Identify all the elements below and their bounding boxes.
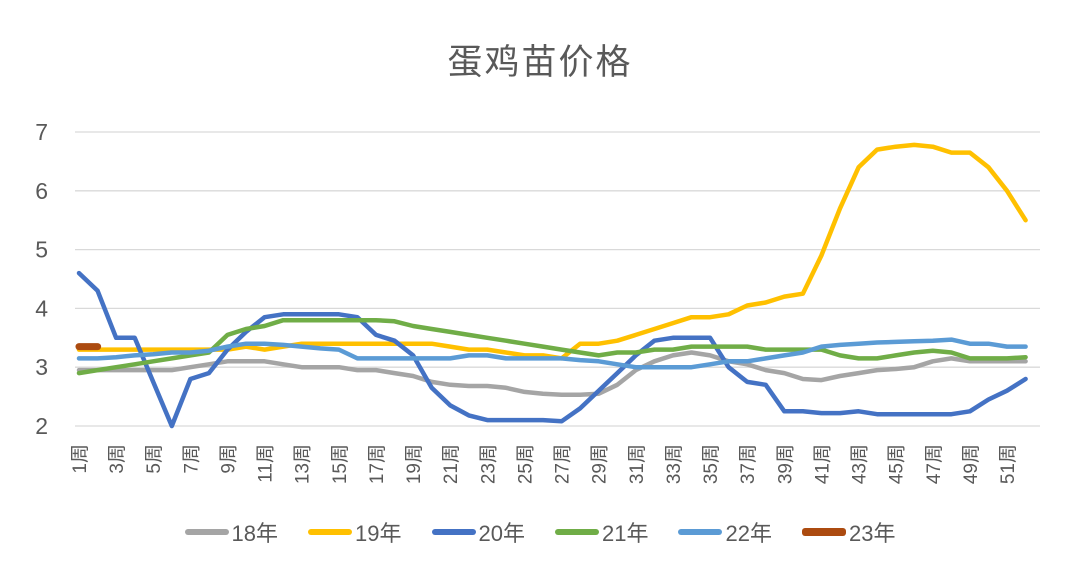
x-axis-tick: 37周 bbox=[738, 444, 759, 484]
legend-item-22年: 22年 bbox=[678, 516, 772, 548]
legend-swatch-21年 bbox=[555, 529, 599, 535]
x-axis-tick: 51周 bbox=[998, 444, 1019, 484]
legend: 18年 19年 20年 21年 22年 23年 bbox=[0, 508, 1080, 556]
series-line-22年 bbox=[76, 337, 1028, 370]
legend-label: 23年 bbox=[848, 521, 896, 546]
y-axis-tick: 4 bbox=[35, 295, 48, 321]
x-axis-tick: 39周 bbox=[775, 444, 796, 484]
x-axis-tick: 43周 bbox=[850, 444, 871, 484]
legend-label: 22年 bbox=[725, 521, 772, 546]
legend-item-21年: 21年 bbox=[555, 516, 648, 548]
x-axis-tick: 45周 bbox=[887, 444, 908, 484]
x-axis-tick: 47周 bbox=[924, 444, 945, 484]
x-axis-tick: 19周 bbox=[404, 444, 425, 484]
x-axis-tick: 33周 bbox=[664, 444, 685, 484]
y-axis-tick: 2 bbox=[35, 413, 48, 439]
x-axis-tick: 17周 bbox=[367, 444, 388, 484]
legend-swatch-23年 bbox=[801, 528, 846, 536]
legend-item-20年: 20年 bbox=[431, 516, 525, 548]
series-line-21年 bbox=[76, 317, 1028, 376]
legend-swatch-18年 bbox=[184, 529, 229, 535]
series-line-19年 bbox=[76, 142, 1028, 361]
legend-label: 19年 bbox=[355, 521, 402, 546]
x-axis-tick: 5周 bbox=[144, 444, 165, 474]
x-axis-tick: 3周 bbox=[107, 444, 128, 474]
x-axis-tick: 29周 bbox=[590, 444, 611, 484]
legend-swatch-19年 bbox=[308, 529, 353, 535]
x-axis-tick: 23周 bbox=[478, 444, 499, 484]
x-axis-tick: 25周 bbox=[515, 444, 536, 484]
legend-item-18年: 18年 bbox=[184, 516, 279, 548]
x-axis-tick: 1周 bbox=[70, 444, 91, 474]
y-axis-tick: 7 bbox=[35, 119, 48, 145]
x-axis-tick: 27周 bbox=[553, 444, 574, 484]
x-axis-tick: 31周 bbox=[627, 444, 648, 484]
legend-label: 21年 bbox=[602, 521, 649, 546]
series-line-18年 bbox=[76, 350, 1028, 398]
x-axis-tick: 41周 bbox=[812, 444, 833, 484]
legend-swatch-22年 bbox=[678, 529, 723, 535]
legend-item-19年: 19年 bbox=[308, 516, 402, 548]
x-axis-tick: 11周 bbox=[256, 444, 277, 483]
y-axis-tick: 5 bbox=[35, 237, 48, 263]
x-axis-tick: 35周 bbox=[701, 444, 722, 484]
series-line-20年 bbox=[76, 270, 1028, 429]
x-axis-tick: 13周 bbox=[293, 444, 314, 484]
legend-label: 18年 bbox=[231, 521, 279, 546]
x-axis-tick: 9周 bbox=[218, 444, 239, 474]
x-axis-tick: 49周 bbox=[961, 444, 982, 484]
x-axis-tick: 21周 bbox=[441, 444, 462, 484]
x-axis-tick: 15周 bbox=[330, 444, 351, 484]
y-axis-tick: 6 bbox=[35, 178, 48, 204]
legend-item-23年: 23年 bbox=[801, 516, 896, 548]
legend-label: 20年 bbox=[478, 521, 525, 546]
chart-title: 蛋鸡苗价格 bbox=[447, 43, 633, 82]
y-axis-tick: 3 bbox=[35, 354, 48, 380]
legend-swatch-20年 bbox=[431, 529, 476, 535]
x-axis-tick: 7周 bbox=[181, 444, 202, 474]
